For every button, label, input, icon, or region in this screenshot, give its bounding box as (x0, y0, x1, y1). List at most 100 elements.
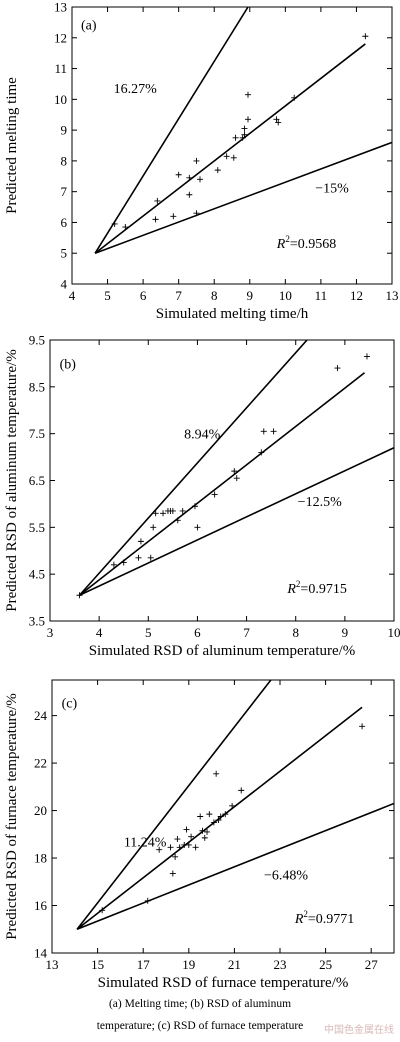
p2-xtick-label: 8 (292, 625, 299, 640)
p2-data-point (120, 559, 127, 566)
p1-data-point (186, 174, 193, 181)
p3-xtick-label: 17 (137, 957, 151, 972)
p2-data-point (76, 592, 83, 599)
p1-ytick-label: 5 (61, 246, 68, 261)
p2-upper-bound-label: 8.94% (184, 427, 221, 442)
p1-ytick-label: 8 (61, 153, 68, 168)
p1-data-point (232, 134, 239, 141)
p2-data-point (137, 538, 144, 545)
p3-xtick-label: 27 (365, 957, 379, 972)
p3-ytick-label: 20 (34, 803, 47, 818)
p1-data-point (273, 116, 280, 123)
p1-data-point (241, 131, 248, 138)
p1-r-symbol: R (276, 237, 286, 252)
p3-r-squared-label: R2=0.9771 (294, 909, 354, 927)
p2-data-point (150, 524, 157, 531)
p1-data-point (152, 216, 159, 223)
p3-xtick-label: 23 (274, 957, 287, 972)
p1-data-point (122, 224, 129, 231)
p1-xtick-label: 7 (175, 288, 182, 303)
p1-ytick-label: 10 (54, 92, 67, 107)
p3-xtick-label: 25 (319, 957, 332, 972)
p1-y-axis-label: Predicted melting time (4, 77, 20, 214)
p2-xtick-label: 7 (243, 625, 250, 640)
p1-x-axis-label: Simulated melting time/h (156, 306, 309, 322)
p1-data-point (154, 197, 161, 204)
p3-data-point (99, 907, 106, 914)
p1-xtick-label: 9 (247, 288, 254, 303)
p3-data-point (167, 844, 174, 851)
p2-ytick-label: 3.5 (29, 614, 45, 629)
p1-xtick-label: 6 (140, 288, 147, 303)
p3-data-point (156, 846, 163, 853)
p1-plot-frame (71, 6, 393, 285)
p1-ytick-label: 7 (61, 184, 68, 199)
p2-xtick-label: 5 (145, 625, 152, 640)
p3-data-point (176, 844, 183, 851)
p2-data-point (169, 507, 176, 514)
p3-upper-bound-label: 11.24% (124, 836, 167, 851)
p3-data-point (183, 826, 190, 833)
p3-y-axis-label: Predicted RSD of furnace temperature/% (4, 693, 20, 940)
p1-r-exponent: 2 (285, 234, 290, 244)
p3-ytick-label: 22 (34, 756, 47, 771)
p2-r-exponent: 2 (296, 579, 301, 589)
p2-data-point (174, 517, 181, 524)
p2-xtick-label: 9 (342, 625, 349, 640)
p1-panel-label: (a) (81, 18, 97, 33)
p3-data-point (188, 833, 195, 840)
p2-xtick-label: 3 (47, 625, 54, 640)
p3-ytick-label: 16 (34, 898, 48, 913)
p1-xtick-label: 8 (211, 288, 218, 303)
p3-r-symbol: R (294, 912, 304, 927)
caption-line-1: (a) Melting time; (b) RSD of aluminum (108, 998, 292, 1010)
p3-data-point (238, 787, 245, 794)
p1-data-point (197, 176, 203, 183)
p2-ytick-label: 9.5 (29, 333, 45, 348)
p2-upper-bound-line (78, 340, 309, 596)
figure-caption: (a) Melting time; (b) RSD of aluminum te… (0, 993, 400, 1037)
p2-lower-bound-label: −12.5% (298, 495, 342, 510)
p1-upper-bound-line (94, 7, 249, 254)
p1-xtick-label: 4 (69, 288, 76, 303)
p2-data-point (147, 554, 154, 561)
p3-data-point (229, 802, 236, 809)
p1-data-point (193, 210, 200, 217)
p2-r-symbol: R (286, 582, 296, 597)
p2-data-point (270, 428, 277, 435)
p3-data-point (213, 770, 220, 777)
p1-data-point (245, 91, 251, 98)
p1-data-point (214, 167, 221, 174)
p2-data-point (260, 428, 267, 435)
p2-data-point (191, 503, 198, 510)
p3-data-point (201, 834, 208, 841)
p3-data-point (206, 811, 213, 818)
p2-r-squared-value: =0.9715 (300, 582, 346, 597)
p2-data-point (135, 554, 142, 561)
p2-y-axis-label: Predicted RSD of aluminum temperature/% (4, 349, 20, 611)
p3-data-point (144, 897, 151, 904)
p1-data-point (186, 191, 193, 198)
p3-data-point (172, 853, 179, 860)
watermark: 中国色金属在线 (324, 1025, 394, 1036)
p3-data-point (215, 817, 222, 824)
p1-ytick-label: 9 (61, 123, 68, 138)
p1-ytick-label: 4 (61, 277, 68, 292)
p3-data-point (199, 827, 206, 834)
p3-fit-line (76, 706, 363, 930)
p2-data-point (334, 365, 341, 372)
p1-fit-line (94, 43, 366, 254)
p2-fit-line (78, 372, 366, 596)
p1-data-point (239, 134, 246, 141)
p1-data-point (230, 154, 237, 161)
p2-data-point (231, 468, 238, 475)
p1-xtick-label: 10 (279, 288, 292, 303)
p1-r-squared-label: R2=0.9568 (276, 234, 336, 252)
p3-data-point (217, 813, 224, 820)
p1-data-point (362, 33, 369, 40)
p2-r-squared-label: R2=0.9715 (286, 579, 346, 597)
p3-data-point (204, 828, 211, 835)
p2-ytick-label: 6.5 (29, 473, 45, 488)
p1-xtick-label: 12 (350, 288, 363, 303)
